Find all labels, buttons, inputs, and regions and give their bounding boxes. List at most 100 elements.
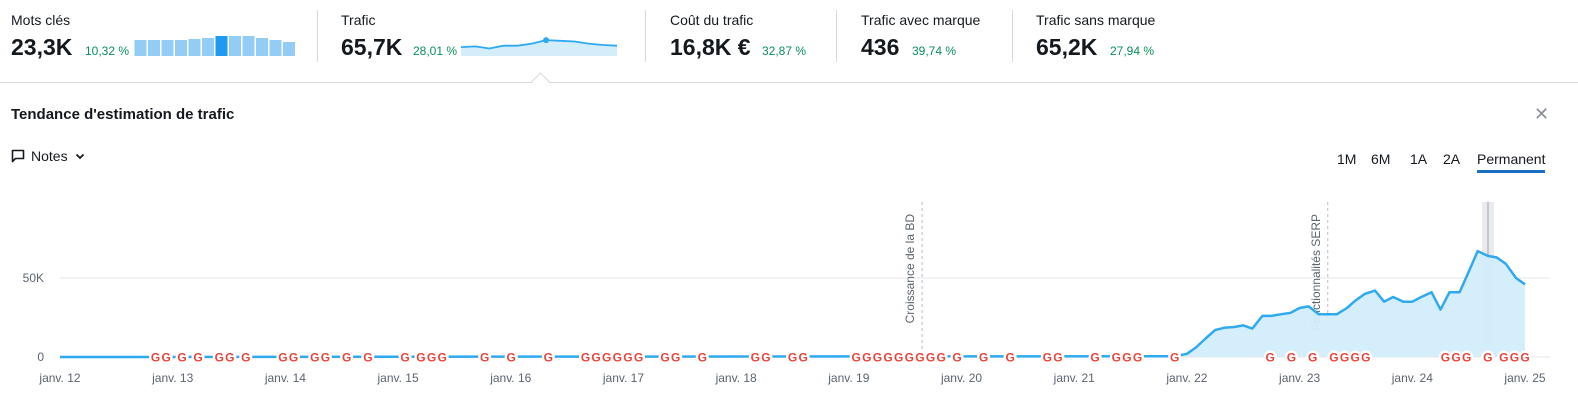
google-marker-bg: [796, 350, 810, 364]
metric-label: Trafic sans marque: [1036, 12, 1156, 28]
range-1m[interactable]: 1M: [1337, 151, 1357, 167]
google-marker-bg: [478, 350, 492, 364]
keywords-spark-bar: [242, 36, 255, 56]
metric-keywords[interactable]: Mots clés 23,3K 10,32 %: [11, 0, 301, 82]
google-g-icon: G: [177, 351, 186, 365]
google-marker-bg: [1327, 350, 1341, 364]
google-g-icon: G: [1005, 351, 1014, 365]
google-g-icon: G: [1090, 351, 1099, 365]
google-marker-bg: [1507, 350, 1521, 364]
google-marker-bg: [1284, 350, 1298, 364]
keywords-spark-bar: [215, 36, 228, 56]
google-marker-bg: [1306, 350, 1320, 364]
google-g-icon: G: [1451, 351, 1460, 365]
google-g-icon: G: [602, 351, 611, 365]
google-g-icon: G: [1122, 351, 1131, 365]
range-permanent[interactable]: Permanent: [1477, 151, 1546, 173]
range-2a[interactable]: 2A: [1443, 151, 1461, 167]
x-tick-label: janv. 24: [1391, 371, 1433, 385]
range-6m[interactable]: 6M: [1371, 151, 1391, 167]
google-g-icon: G: [1266, 351, 1275, 365]
google-g-icon: G: [660, 351, 669, 365]
x-tick-label: janv. 19: [827, 371, 869, 385]
google-g-icon: G: [438, 351, 447, 365]
keywords-spark-bar: [134, 40, 147, 56]
metric-change: 39,74 %: [912, 44, 957, 58]
x-tick-label: janv. 23: [1278, 371, 1320, 385]
google-g-icon: G: [1441, 351, 1450, 365]
google-g-icon: G: [623, 351, 632, 365]
google-g-icon: G: [852, 351, 861, 365]
google-g-icon: G: [1053, 351, 1062, 365]
google-g-icon: G: [1340, 351, 1349, 365]
metric-value: 436: [861, 34, 900, 60]
metric-non-branded-traffic[interactable]: Trafic sans marque 65,2K 27,94 %: [1036, 0, 1206, 82]
google-g-icon: G: [862, 351, 871, 365]
google-marker-bg: [1263, 350, 1277, 364]
metric-branded-traffic[interactable]: Trafic avec marque 436 39,74 %: [861, 0, 1006, 82]
metric-label: Trafic avec marque: [861, 12, 981, 28]
x-tick-label: janv. 12: [38, 371, 80, 385]
metric-value: 65,7K: [341, 34, 403, 60]
google-marker-bg: [340, 350, 354, 364]
google-marker-bg: [924, 350, 938, 364]
traffic-spark-area: [461, 40, 617, 56]
annotation-label: Fonctionnalités SERP: [1309, 214, 1323, 331]
x-tick-label: janv. 16: [489, 371, 531, 385]
google-g-icon: G: [544, 351, 553, 365]
google-marker-bg: [934, 350, 948, 364]
google-marker-bg: [1481, 350, 1495, 364]
panel-title: Tendance d'estimation de trafic: [11, 106, 235, 123]
keywords-bar-sparkline: [134, 36, 295, 56]
google-marker-bg: [669, 350, 683, 364]
google-g-icon: G: [698, 351, 707, 365]
metric-change: 27,94 %: [1110, 44, 1155, 58]
google-marker-bg: [610, 350, 624, 364]
keywords-spark-bar: [188, 39, 201, 56]
google-marker-bg: [589, 350, 603, 364]
google-g-icon: G: [1133, 351, 1142, 365]
keywords-spark-bar: [256, 38, 268, 56]
y-tick-label: 0: [37, 350, 44, 364]
google-marker-bg: [786, 350, 799, 364]
google-marker-bg: [541, 350, 555, 364]
google-g-icon: G: [480, 351, 489, 365]
google-marker-bg: [1348, 350, 1362, 364]
google-marker-bg: [1168, 350, 1182, 364]
google-g-icon: G: [310, 351, 319, 365]
google-g-icon: G: [788, 351, 797, 365]
google-g-icon: G: [883, 351, 892, 365]
notes-dropdown[interactable]: Notes: [11, 148, 86, 164]
google-marker-bg: [435, 350, 449, 364]
google-marker-bg: [223, 350, 237, 364]
google-g-icon: G: [979, 351, 988, 365]
google-marker-bg: [1040, 350, 1054, 364]
google-g-icon: G: [798, 351, 807, 365]
google-g-icon: G: [1499, 351, 1508, 365]
x-tick-label: janv. 14: [264, 371, 306, 385]
range-1a[interactable]: 1A: [1410, 151, 1428, 167]
metric-traffic[interactable]: Trafic 65,7K 28,01 %: [341, 0, 631, 82]
chevron-down-icon: [75, 153, 84, 160]
google-marker-bg: [950, 350, 964, 364]
metric-value: 16,8K €: [670, 34, 751, 60]
google-g-icon: G: [278, 351, 287, 365]
google-marker-bg: [1449, 350, 1463, 364]
traffic-trend-chart: 0 50K janv. 12 janv. 13 janv. 14 janv. 15 janv…: [23, 202, 1550, 385]
google-g-icon: G: [1462, 351, 1471, 365]
google-g-icon: G: [321, 351, 330, 365]
divider: [645, 10, 646, 62]
metric-traffic-cost[interactable]: Coût du trafic 16,8K € 32,87 %: [670, 0, 830, 82]
google-g-icon: G: [1308, 351, 1317, 365]
google-g-icon: G: [1520, 351, 1529, 365]
google-g-icon: G: [1483, 351, 1492, 365]
google-marker-bg: [600, 350, 614, 364]
google-marker-bg: [1460, 350, 1474, 364]
close-icon[interactable]: ✕: [1534, 104, 1550, 124]
notes-label: Notes: [31, 148, 68, 164]
google-g-icon: G: [936, 351, 945, 365]
x-tick-label: janv. 21: [1053, 371, 1095, 385]
google-marker-bg: [361, 350, 375, 364]
google-marker-bg: [695, 350, 709, 364]
google-g-icon: G: [926, 351, 935, 365]
